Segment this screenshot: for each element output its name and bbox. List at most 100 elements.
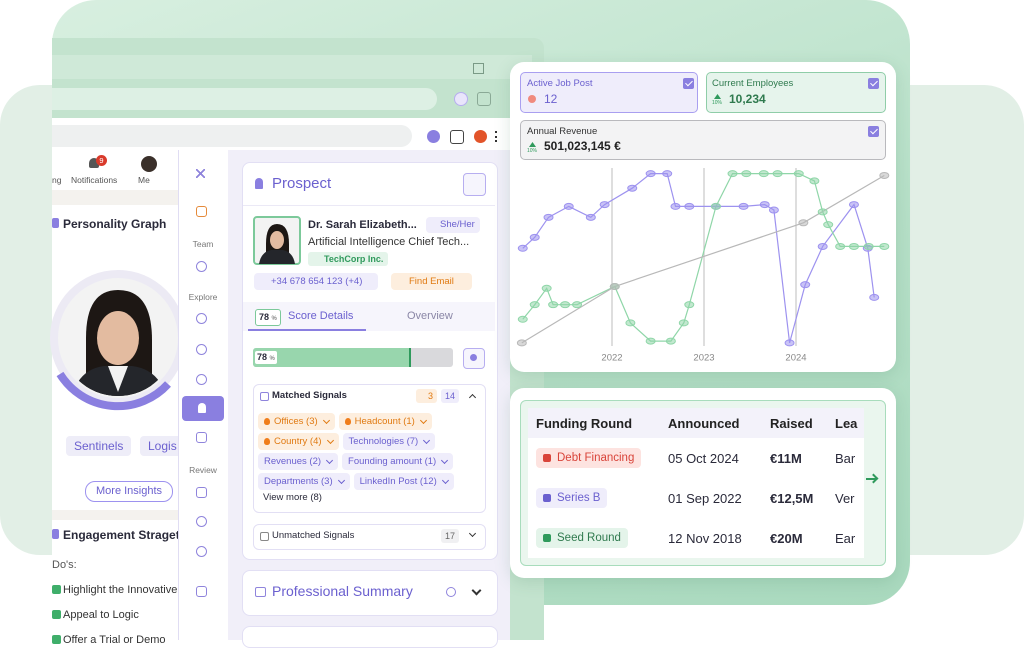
data-point	[599, 201, 610, 209]
trait-tag[interactable]: Logis	[140, 436, 185, 456]
score-badge: 78 %	[255, 309, 281, 326]
data-point	[670, 202, 681, 210]
settings-button[interactable]	[463, 348, 485, 369]
signal-chip[interactable]: Founding amount (1)	[342, 453, 454, 470]
notification-badge: 9	[96, 155, 107, 166]
signal-label: Founding amount (1)	[348, 456, 437, 467]
signal-chips: Offices (3) Headcount (1) Country (4) Techn…	[258, 413, 480, 493]
sidebar-icon[interactable]	[196, 374, 207, 385]
hot-icon	[264, 418, 270, 425]
sidebar-icon[interactable]	[196, 487, 207, 498]
company-chip[interactable]: TechCorp Inc.	[308, 252, 389, 266]
table-cell: €12,5M	[770, 478, 835, 518]
nav-item[interactable]: Notifications	[71, 175, 118, 185]
data-point	[625, 319, 636, 327]
signal-chip[interactable]: Country (4)	[258, 433, 339, 450]
menu-icon[interactable]	[495, 131, 499, 142]
sidebar-icon[interactable]	[196, 344, 207, 355]
close-button[interactable]	[196, 169, 205, 178]
data-point	[758, 170, 769, 178]
score-unit: %	[269, 356, 275, 362]
data-point	[738, 202, 749, 210]
table-row: Seed Round 12 Nov 2018 €20M Ear	[528, 518, 864, 558]
table-cell: Ver	[835, 478, 864, 518]
kpi-checkbox[interactable]	[683, 78, 694, 89]
find-email-button[interactable]: Find Email	[391, 273, 472, 290]
sidebar-icon[interactable]	[196, 546, 207, 557]
header-row: Funding Round Announced Raised Lea	[528, 408, 864, 438]
kpi-box[interactable]	[520, 120, 886, 160]
data-point	[665, 337, 676, 345]
data-point	[879, 242, 890, 250]
sidebar-icon[interactable]	[196, 261, 207, 272]
data-point	[848, 201, 859, 209]
extension-icon[interactable]	[450, 130, 464, 144]
sidebar-icon[interactable]	[196, 586, 207, 597]
trend-icon	[714, 94, 721, 99]
sidebar-section: Review	[189, 465, 217, 475]
kpi-box[interactable]	[706, 72, 886, 113]
scroll-arrow[interactable]	[866, 478, 876, 480]
extension-icon[interactable]	[454, 92, 468, 106]
round-label: Debt Financing	[557, 452, 635, 464]
kpi-box[interactable]	[520, 72, 698, 113]
divider	[243, 205, 495, 206]
x-tick-label: 2022	[601, 353, 622, 364]
view-more[interactable]: View more (8)	[263, 492, 322, 503]
data-point	[772, 170, 783, 178]
trait-tag[interactable]: Sentinels	[66, 436, 132, 456]
round-chip: Series B	[536, 488, 608, 508]
extension-icon[interactable]	[477, 92, 491, 106]
data-point	[741, 170, 752, 178]
help-icon[interactable]	[446, 587, 456, 597]
signal-chip[interactable]: Technologies (7)	[342, 433, 436, 450]
funding-table: Funding Round Announced Raised Lea Debt Fina…	[528, 408, 864, 558]
kpi-checkbox[interactable]	[868, 126, 879, 137]
score-badge: 78 %	[255, 351, 277, 364]
extension-icon[interactable]	[474, 130, 487, 143]
extension-icon[interactable]	[427, 130, 440, 143]
sidebar-icon[interactable]	[196, 206, 207, 217]
sidebar-icon[interactable]	[196, 516, 207, 527]
sidebar-icon[interactable]	[196, 432, 207, 443]
signal-chip[interactable]: Headcount (1)	[338, 413, 432, 430]
nav-item[interactable]: ng	[52, 175, 62, 185]
window-button[interactable]	[473, 63, 484, 74]
phone-chip[interactable]: +34 678 654 123 (+4)	[254, 273, 379, 290]
nav-item[interactable]: Me	[138, 175, 150, 185]
chip-chevron	[441, 456, 449, 464]
data-point	[835, 242, 846, 250]
avatar-icon[interactable]	[141, 156, 157, 172]
signals-icon	[260, 532, 269, 541]
table-cell: Series B	[528, 478, 668, 518]
tab[interactable]: Score Details	[288, 310, 354, 322]
signal-label: Offices (3)	[274, 416, 318, 427]
column-header: Funding Round	[536, 415, 633, 431]
score-value: 78	[259, 312, 270, 322]
unmatched-box[interactable]	[253, 524, 486, 550]
tab[interactable]: Overview	[407, 310, 453, 322]
table-cell: 12 Nov 2018	[668, 518, 770, 558]
column-header: Lea	[835, 415, 858, 431]
data-point	[793, 170, 804, 178]
signal-chip[interactable]: Offices (3)	[258, 413, 335, 430]
data-point	[543, 213, 554, 221]
signal-chip[interactable]: LinkedIn Post (12)	[353, 473, 454, 490]
score-unit: %	[271, 316, 277, 322]
kpi-value: 12	[544, 92, 558, 106]
ai-button[interactable]	[463, 173, 486, 196]
data-point	[800, 281, 811, 289]
column-header: Raised	[770, 415, 813, 431]
signal-chip[interactable]: Revenues (2)	[258, 453, 339, 470]
data-point	[529, 301, 540, 309]
data-point	[710, 202, 721, 210]
kpi-checkbox[interactable]	[868, 78, 879, 89]
signal-chip[interactable]: Departments (3)	[258, 473, 350, 490]
do-text: Appeal to Logic	[63, 609, 139, 621]
sidebar-icon[interactable]	[196, 313, 207, 324]
matched-box	[253, 384, 486, 513]
data-point	[759, 201, 770, 209]
address-bar[interactable]	[52, 125, 412, 147]
data-point	[645, 337, 656, 345]
more-insights-button[interactable]: More Insights	[85, 481, 174, 502]
